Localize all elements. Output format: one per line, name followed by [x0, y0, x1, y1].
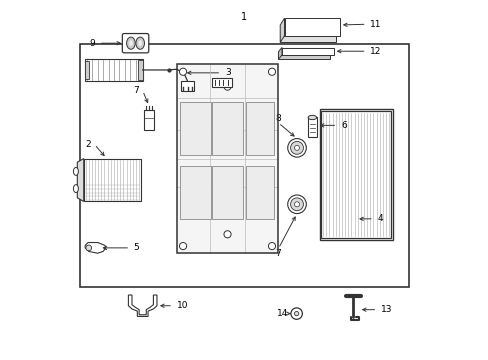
- Circle shape: [294, 202, 299, 207]
- Circle shape: [290, 308, 302, 319]
- Bar: [280, 36, 335, 42]
- Text: 5: 5: [134, 243, 139, 252]
- Polygon shape: [280, 18, 284, 42]
- Bar: [307, 117, 316, 137]
- Bar: [180, 102, 210, 155]
- Bar: [85, 62, 89, 78]
- Circle shape: [179, 243, 186, 249]
- Bar: [85, 59, 142, 81]
- Circle shape: [268, 243, 275, 249]
- Polygon shape: [77, 158, 83, 202]
- Text: 9: 9: [89, 39, 95, 48]
- Ellipse shape: [136, 37, 144, 49]
- Circle shape: [179, 68, 186, 75]
- Bar: [319, 109, 392, 240]
- Ellipse shape: [73, 167, 78, 175]
- Bar: [176, 64, 278, 253]
- Text: 4: 4: [377, 214, 382, 223]
- Bar: [212, 102, 243, 155]
- Bar: [138, 60, 142, 80]
- Bar: [245, 166, 274, 219]
- Bar: [80, 44, 408, 287]
- Ellipse shape: [73, 185, 78, 193]
- Circle shape: [224, 231, 231, 238]
- Bar: [143, 111, 154, 130]
- Circle shape: [294, 311, 298, 316]
- Bar: [212, 166, 243, 219]
- Text: 1: 1: [241, 13, 247, 22]
- Bar: [321, 111, 390, 238]
- Circle shape: [287, 139, 305, 157]
- Circle shape: [224, 83, 231, 90]
- Circle shape: [290, 198, 303, 211]
- Polygon shape: [278, 48, 282, 59]
- Circle shape: [290, 141, 303, 154]
- Bar: [181, 81, 194, 91]
- Bar: [83, 158, 141, 202]
- FancyBboxPatch shape: [122, 33, 148, 53]
- Circle shape: [294, 145, 299, 150]
- Text: 3: 3: [224, 68, 230, 77]
- Circle shape: [287, 195, 305, 213]
- Bar: [284, 18, 339, 36]
- Text: 12: 12: [369, 47, 381, 56]
- Ellipse shape: [307, 115, 316, 120]
- Bar: [282, 48, 333, 55]
- Bar: [176, 64, 278, 253]
- Text: 7: 7: [133, 86, 139, 95]
- Polygon shape: [85, 243, 106, 253]
- Bar: [278, 55, 329, 59]
- Circle shape: [86, 245, 91, 251]
- Text: 2: 2: [85, 140, 91, 149]
- Text: 13: 13: [380, 305, 392, 314]
- Bar: [180, 166, 210, 219]
- Ellipse shape: [138, 40, 142, 46]
- Text: 14: 14: [276, 309, 287, 318]
- Bar: [245, 102, 274, 155]
- Ellipse shape: [129, 40, 132, 46]
- Polygon shape: [128, 295, 157, 316]
- Bar: [212, 78, 231, 87]
- Text: 7: 7: [275, 249, 281, 258]
- Text: 6: 6: [340, 121, 346, 130]
- Text: 8: 8: [275, 114, 281, 123]
- Circle shape: [268, 68, 275, 75]
- Ellipse shape: [126, 37, 135, 49]
- Text: 10: 10: [176, 301, 188, 310]
- Text: 11: 11: [369, 20, 381, 29]
